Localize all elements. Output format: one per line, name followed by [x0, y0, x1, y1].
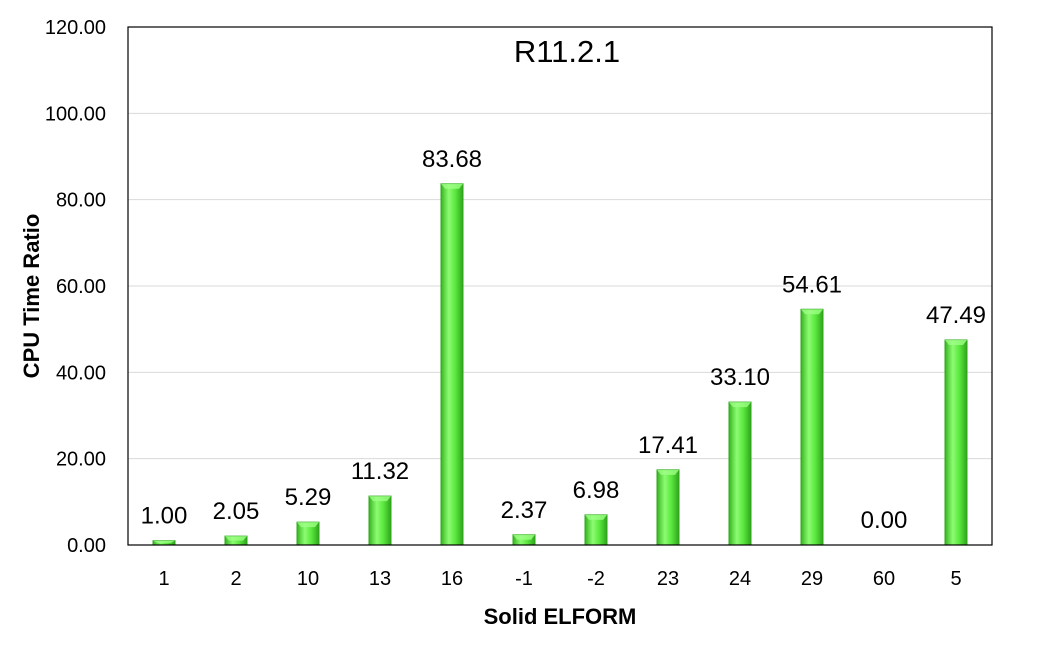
- x-tick-label: 2: [230, 568, 241, 590]
- gridlines: [128, 112, 992, 460]
- data-label: 5.29: [285, 484, 332, 511]
- bar-body: [728, 401, 752, 546]
- data-label: 54.61: [782, 271, 842, 298]
- x-tick-label: 23: [657, 568, 679, 590]
- y-tick-label: 0.00: [67, 535, 106, 557]
- bars: [152, 183, 968, 546]
- x-tick-label: 24: [729, 568, 751, 590]
- plot-area-frame: [127, 26, 993, 546]
- data-label: 6.98: [573, 477, 620, 504]
- bar: [800, 308, 824, 546]
- data-labels: 1.00 2.05 5.29 11.32 83.68 2.37 6.98 17.41 33.10…: [141, 146, 986, 534]
- x-tick-label: 1: [158, 568, 169, 590]
- data-label: 17.41: [638, 432, 698, 459]
- bar-body: [944, 339, 968, 546]
- y-tick-label: 40.00: [56, 362, 106, 384]
- bar-bevel: [585, 514, 607, 520]
- x-tick-label: 29: [801, 568, 823, 590]
- bar: [296, 521, 320, 546]
- bar-body: [656, 469, 680, 546]
- bar-bevel: [441, 183, 463, 189]
- bar: [728, 401, 752, 546]
- bar: [584, 514, 608, 546]
- data-label: 0.00: [861, 507, 908, 534]
- bar-body: [440, 183, 464, 546]
- bar: [944, 339, 968, 546]
- chart-title: R11.2.1: [514, 34, 620, 69]
- bar-bevel: [945, 340, 967, 346]
- data-label: 47.49: [926, 302, 986, 329]
- data-label: 2.05: [213, 498, 260, 525]
- bar: [656, 469, 680, 546]
- data-label: 83.68: [422, 146, 482, 173]
- x-tick-label: 13: [369, 568, 391, 590]
- x-tick-label: 16: [441, 568, 463, 590]
- bar-bevel: [369, 496, 391, 502]
- data-label: 11.32: [351, 458, 409, 485]
- bar-bevel: [153, 540, 175, 543]
- bar: [152, 540, 176, 546]
- bar: [440, 183, 464, 546]
- y-tick-label: 100.00: [45, 103, 106, 125]
- bar-bevel: [801, 309, 823, 315]
- x-tick-label: 5: [950, 568, 961, 590]
- y-axis-title: CPU Time Ratio: [19, 214, 44, 379]
- bar-body: [800, 308, 824, 546]
- y-tick-label: 20.00: [56, 449, 106, 471]
- x-tick-label: -2: [587, 568, 605, 590]
- bar-bevel: [729, 402, 751, 408]
- bar: [368, 495, 392, 546]
- x-axis-title: Solid ELFORM: [484, 604, 637, 629]
- y-tick-label: 120.00: [45, 17, 106, 39]
- y-tick-label: 60.00: [56, 276, 106, 298]
- data-label: 1.00: [141, 503, 188, 530]
- bar-bevel: [297, 522, 319, 528]
- bar-bevel: [513, 534, 535, 540]
- x-tick-label: 10: [297, 568, 319, 590]
- bar: [224, 535, 248, 546]
- bar-body: [368, 495, 392, 546]
- data-label: 2.37: [501, 497, 548, 524]
- x-tick-labels: 1 2 10 13 16 -1 -2 23 24 29 60 5: [158, 568, 961, 590]
- x-tick-label: -1: [515, 568, 533, 590]
- y-tick-label: 80.00: [56, 190, 106, 212]
- bar-bevel: [657, 469, 679, 475]
- data-label: 33.10: [710, 364, 770, 391]
- x-tick-label: 60: [873, 568, 895, 590]
- bar-bevel: [225, 536, 247, 541]
- bar: [512, 534, 536, 546]
- y-tick-labels: 0.00 20.00 40.00 60.00 80.00 100.00 120.00: [45, 17, 106, 557]
